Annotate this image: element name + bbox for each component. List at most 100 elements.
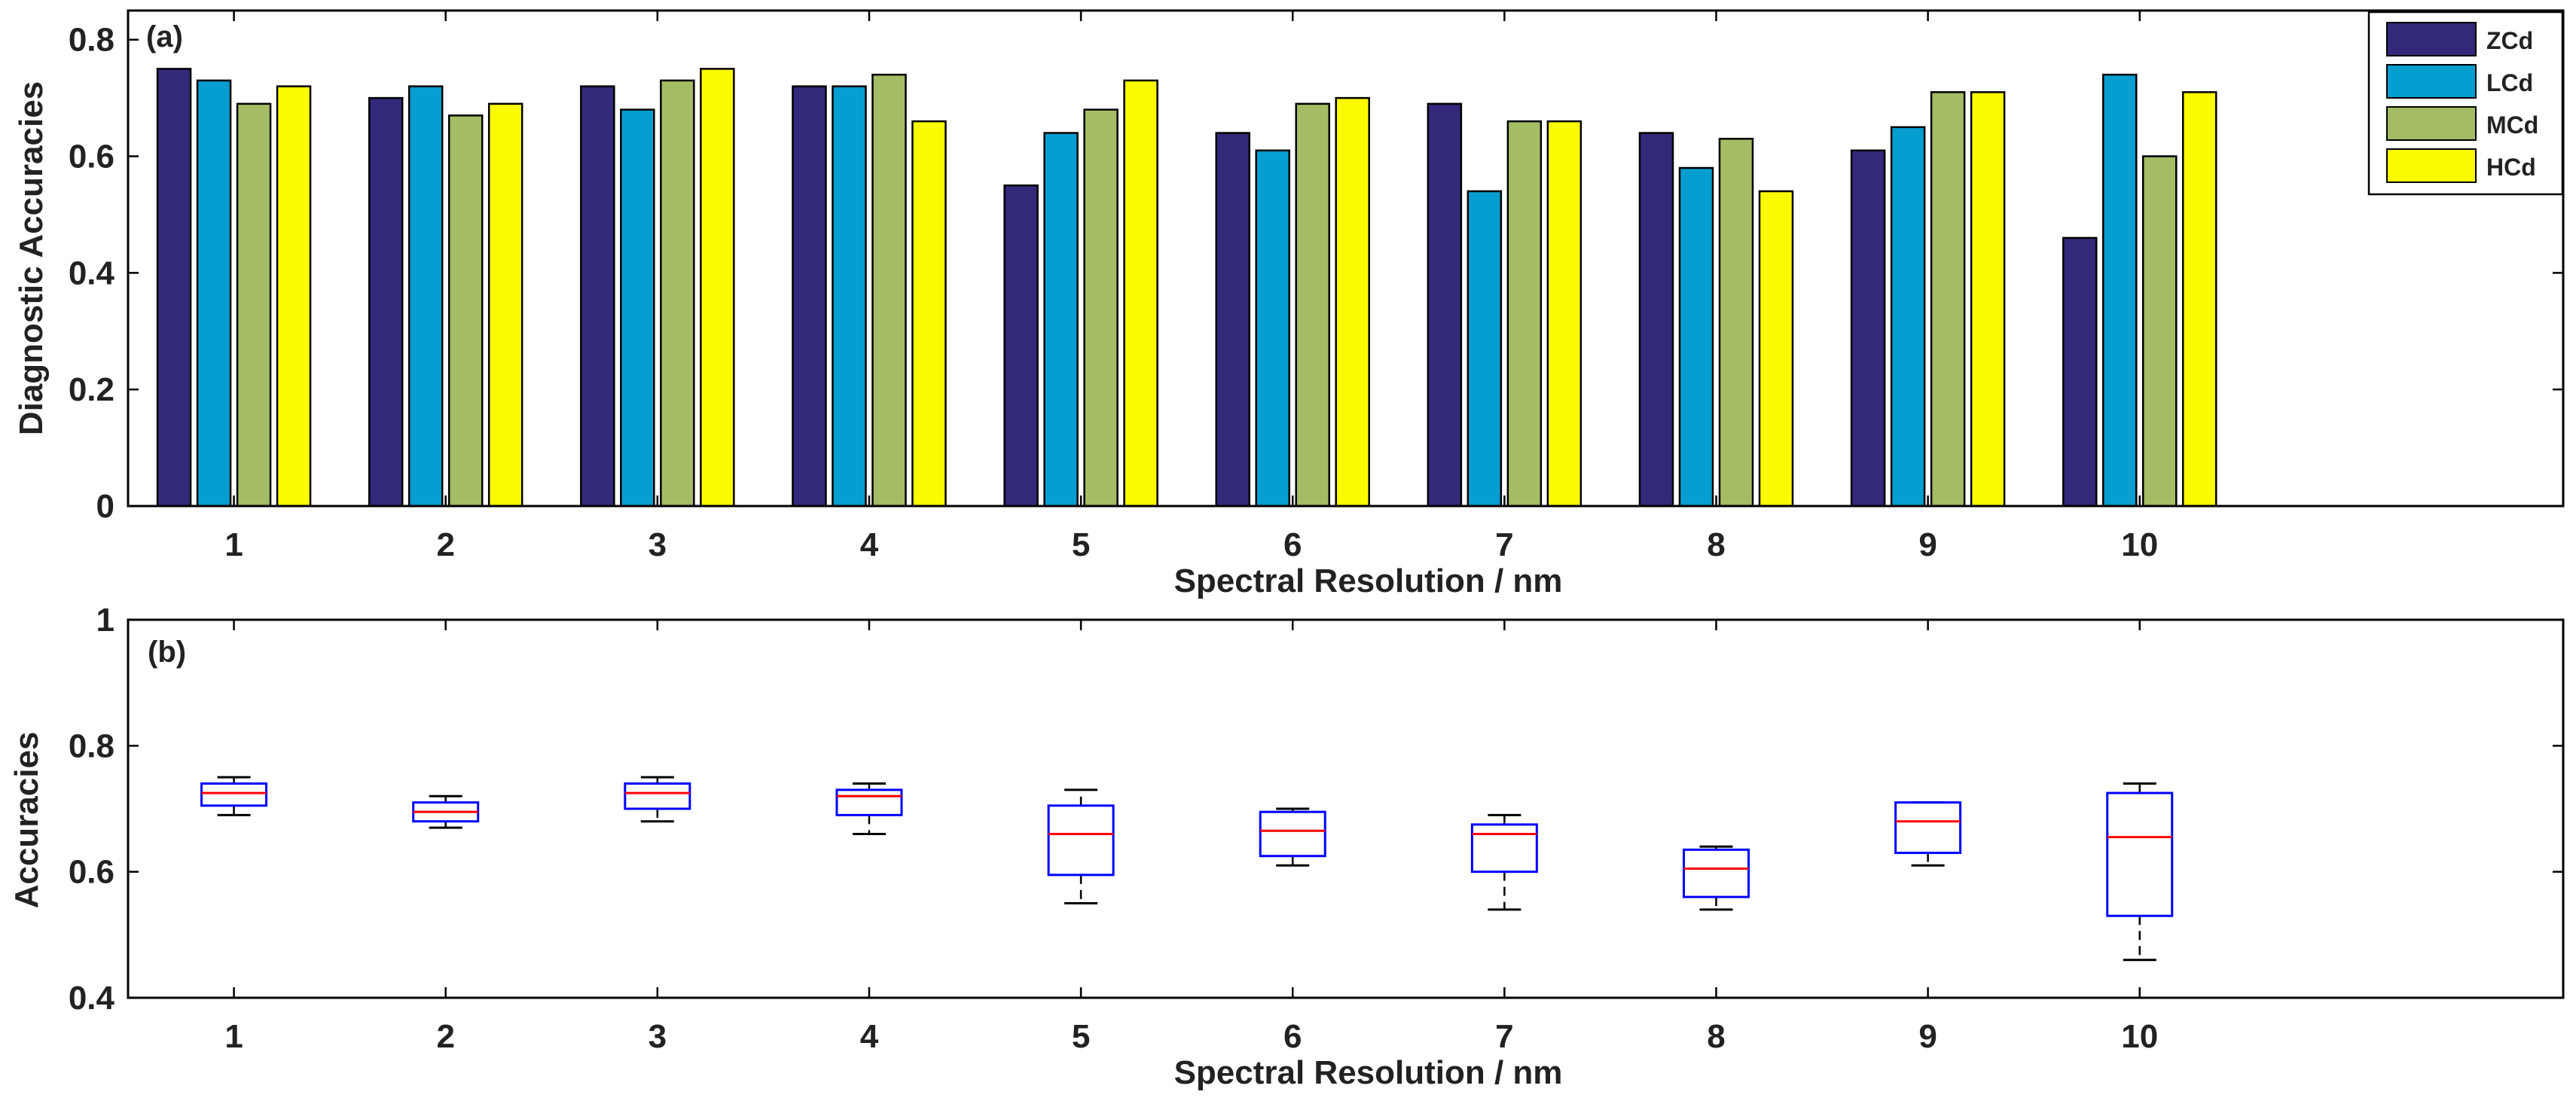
panel-b-box-plot: 1 2 3 4 5 6 7 8 9 10 0.4 0.6 0.8 1 (b) Spectral Resol… xyxy=(8,602,2565,1091)
x-tick-label: 8 xyxy=(1707,526,1725,563)
legend-swatch-MCd xyxy=(2386,106,2477,141)
bar-HCd-3 xyxy=(700,68,735,508)
y-tick-label: 0.6 xyxy=(69,854,114,891)
box-iqr-1 xyxy=(200,782,268,807)
bar-HCd-9 xyxy=(1970,91,2006,508)
bar-ZCd-7 xyxy=(1427,102,1463,508)
bar-ZCd-4 xyxy=(792,85,827,508)
bar-LCd-9 xyxy=(1890,126,1926,508)
bar-LCd-3 xyxy=(620,108,655,508)
panel-a-label: (a) xyxy=(146,20,183,53)
x-tick-label: 1 xyxy=(224,526,243,563)
x-tick-label: 3 xyxy=(649,1018,667,1055)
bar-MCd-10 xyxy=(2141,155,2178,508)
x-tick-label: 5 xyxy=(1072,526,1090,563)
bar-MCd-1 xyxy=(236,102,272,508)
x-tick-label: 5 xyxy=(1072,1018,1090,1055)
y-tick-label: 1 xyxy=(96,602,114,639)
x-tick-label: 9 xyxy=(1918,526,1937,563)
x-tick-label: 7 xyxy=(1495,1018,1513,1055)
box-iqr-7 xyxy=(1470,823,1538,874)
x-tick-label: 8 xyxy=(1707,1018,1725,1055)
x-tick-label: 4 xyxy=(860,1018,879,1055)
bar-MCd-7 xyxy=(1506,120,1543,508)
bar-MCd-6 xyxy=(1295,102,1330,508)
box-iqr-3 xyxy=(624,782,691,810)
panel-a-y-axis-title: Diagnostic Accuracies xyxy=(13,81,50,435)
box-iqr-4 xyxy=(835,788,903,816)
bar-LCd-4 xyxy=(832,85,867,508)
x-tick-label: 3 xyxy=(649,526,667,563)
bar-HCd-8 xyxy=(1758,190,1794,508)
bar-ZCd-1 xyxy=(156,68,192,508)
panel-a-bar-chart: 1 2 3 4 5 6 7 8 9 10 0 0.2 0.4 0.6 0.8 (a) Spectral Re… xyxy=(13,9,2565,599)
bar-LCd-7 xyxy=(1467,190,1503,508)
bar-ZCd-8 xyxy=(1638,132,1674,508)
legend-label-LCd: LCd xyxy=(2486,69,2533,96)
y-tick-label: 0.4 xyxy=(69,255,115,291)
bar-HCd-5 xyxy=(1123,79,1158,508)
legend-swatch-HCd xyxy=(2386,148,2477,183)
bar-MCd-3 xyxy=(660,79,695,508)
bar-MCd-9 xyxy=(1930,91,1966,508)
panel-b-label: (b) xyxy=(148,636,186,669)
x-tick-label: 6 xyxy=(1283,1018,1302,1055)
x-tick-label: 6 xyxy=(1283,526,1302,563)
y-tick-label: 0.8 xyxy=(69,727,114,764)
legend-label-ZCd: ZCd xyxy=(2486,27,2533,54)
panel-a-bars xyxy=(156,68,2217,508)
bar-MCd-8 xyxy=(1718,138,1754,508)
x-tick-label: 2 xyxy=(436,1018,454,1055)
bar-ZCd-2 xyxy=(368,96,404,508)
bar-HCd-4 xyxy=(911,120,947,508)
bar-LCd-5 xyxy=(1043,132,1079,508)
bar-LCd-8 xyxy=(1678,166,1714,508)
panel-b-ticks: 1 2 3 4 5 6 7 8 9 10 0.4 0.6 0.8 1 xyxy=(69,602,2563,1055)
x-tick-label: 7 xyxy=(1495,526,1513,563)
bar-HCd-2 xyxy=(487,102,523,508)
box-iqr-9 xyxy=(1894,801,1962,855)
panel-b-axes-frame xyxy=(127,618,2565,999)
y-tick-label: 0.8 xyxy=(69,22,114,59)
y-tick-label: 0.6 xyxy=(69,139,114,175)
bar-ZCd-6 xyxy=(1215,132,1250,508)
y-tick-label: 0.2 xyxy=(69,371,114,408)
panel-b-y-axis-title: Accuracies xyxy=(8,732,45,909)
box-iqr-10 xyxy=(2106,791,2174,917)
panel-b-boxes xyxy=(200,776,2174,962)
bar-HCd-10 xyxy=(2181,91,2217,508)
bar-ZCd-10 xyxy=(2062,236,2098,508)
bar-ZCd-9 xyxy=(1850,149,1886,508)
y-tick-label: 0.4 xyxy=(69,980,115,1017)
bar-HCd-6 xyxy=(1335,96,1370,508)
panel-a-legend: ZCd LCd MCd HCd xyxy=(2367,11,2564,196)
bar-ZCd-5 xyxy=(1003,184,1039,508)
bar-HCd-7 xyxy=(1546,120,1583,508)
x-tick-label: 9 xyxy=(1918,1018,1937,1055)
x-tick-label: 10 xyxy=(2121,526,2158,563)
panel-a-axes-frame xyxy=(127,9,2565,508)
bar-MCd-5 xyxy=(1083,108,1119,508)
bar-LCd-1 xyxy=(196,79,232,508)
panel-b-x-axis-title: Spectral Resolution / nm xyxy=(1174,1054,1563,1091)
x-tick-label: 1 xyxy=(224,1018,243,1055)
x-tick-label: 2 xyxy=(436,526,454,563)
x-tick-label: 10 xyxy=(2121,1018,2158,1055)
bar-LCd-10 xyxy=(2101,73,2138,508)
y-tick-label: 0 xyxy=(96,488,114,525)
bar-MCd-4 xyxy=(871,73,907,508)
legend-swatch-LCd xyxy=(2386,64,2477,99)
box-iqr-5 xyxy=(1047,804,1115,877)
bar-LCd-6 xyxy=(1255,149,1290,508)
bar-ZCd-3 xyxy=(580,85,615,508)
legend-label-MCd: MCd xyxy=(2486,111,2538,139)
bar-HCd-1 xyxy=(276,85,312,508)
box-iqr-8 xyxy=(1682,848,1750,898)
x-tick-label: 4 xyxy=(860,526,879,563)
panel-a-ticks: 1 2 3 4 5 6 7 8 9 10 0 0.2 0.4 0.6 0.8 xyxy=(69,11,2563,563)
legend-swatch-ZCd xyxy=(2386,22,2477,56)
panel-a-x-axis-title: Spectral Resolution / nm xyxy=(1174,563,1563,599)
bar-LCd-2 xyxy=(407,85,444,508)
box-iqr-6 xyxy=(1259,810,1326,858)
